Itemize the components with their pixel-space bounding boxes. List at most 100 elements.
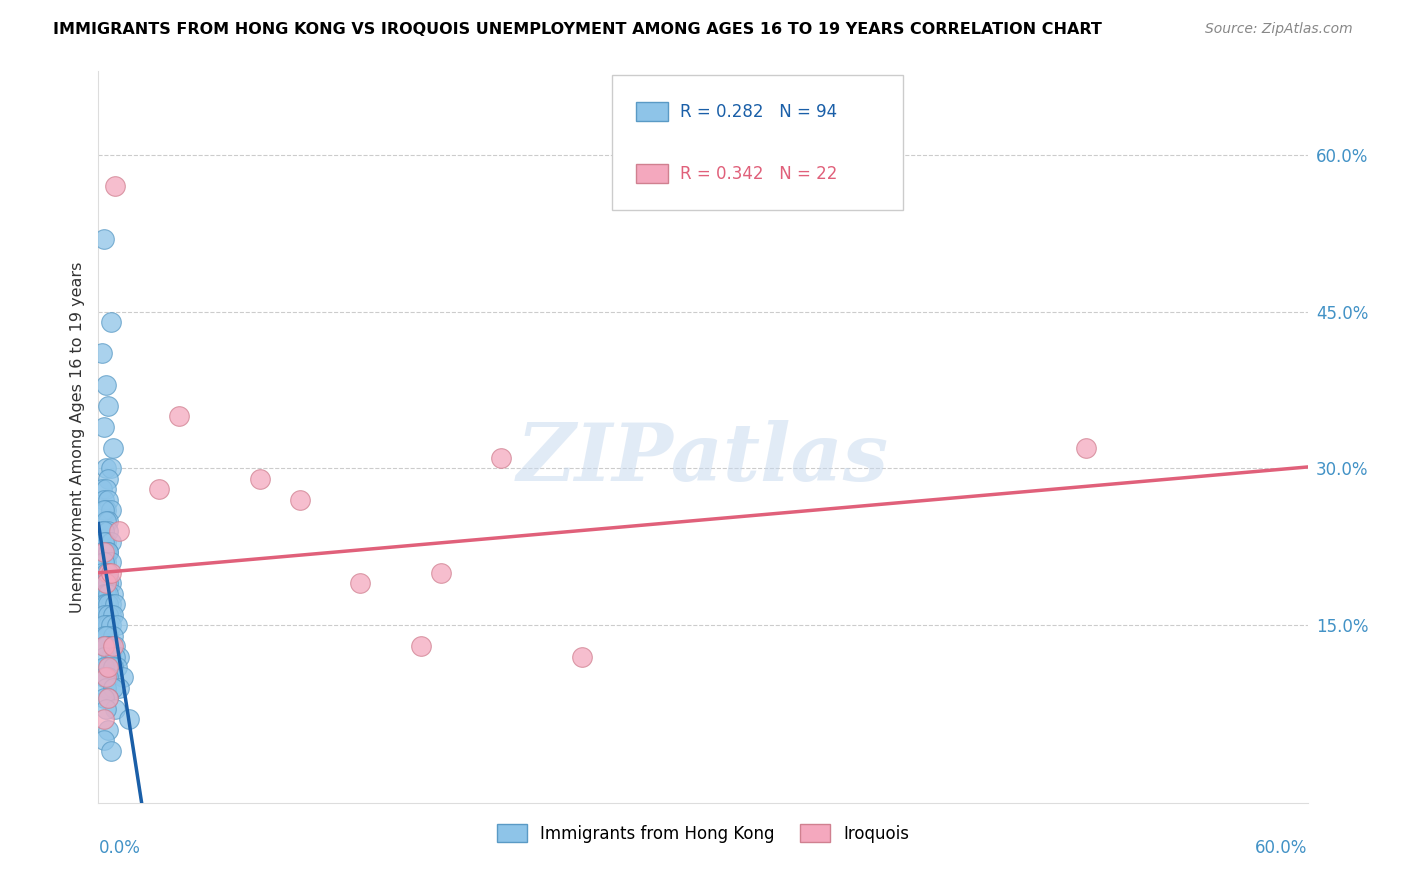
- Point: [105, 618, 128, 632]
- Point: [97, 723, 120, 737]
- Text: 0.0%: 0.0%: [98, 839, 141, 857]
- Point: [96, 556, 118, 570]
- Point: [288, 492, 311, 507]
- Point: [100, 576, 122, 591]
- Point: [93, 618, 115, 632]
- Point: [96, 629, 118, 643]
- Point: [249, 472, 271, 486]
- Point: [93, 660, 115, 674]
- Point: [103, 179, 125, 194]
- Point: [97, 607, 120, 622]
- Point: [100, 649, 122, 664]
- Point: [93, 639, 115, 653]
- Point: [93, 524, 115, 538]
- Point: [96, 576, 118, 591]
- Point: [491, 450, 513, 465]
- Point: [91, 483, 114, 497]
- Point: [93, 691, 115, 706]
- Point: [96, 483, 118, 497]
- Y-axis label: Unemployment Among Ages 16 to 19 years: Unemployment Among Ages 16 to 19 years: [69, 261, 84, 613]
- Point: [97, 492, 120, 507]
- Point: [1074, 441, 1097, 455]
- Point: [93, 670, 115, 684]
- Point: [96, 587, 118, 601]
- Point: [96, 461, 118, 475]
- Point: [118, 712, 141, 726]
- Point: [96, 639, 118, 653]
- Point: [91, 346, 114, 360]
- Point: [167, 409, 190, 424]
- Point: [91, 566, 114, 580]
- Point: [571, 649, 593, 664]
- Point: [93, 231, 115, 245]
- Point: [96, 702, 118, 716]
- Point: [100, 503, 122, 517]
- Point: [101, 681, 124, 695]
- Point: [93, 576, 115, 591]
- Point: [107, 681, 129, 695]
- Point: [93, 649, 115, 664]
- Point: [100, 461, 122, 475]
- Point: [96, 377, 118, 392]
- Point: [148, 483, 170, 497]
- Text: R = 0.282   N = 94: R = 0.282 N = 94: [681, 103, 837, 120]
- Point: [93, 419, 115, 434]
- Point: [97, 566, 120, 580]
- Point: [93, 545, 115, 559]
- Point: [101, 639, 124, 653]
- Point: [97, 670, 120, 684]
- FancyBboxPatch shape: [637, 102, 668, 121]
- Point: [91, 524, 114, 538]
- Point: [97, 587, 120, 601]
- Point: [97, 514, 120, 528]
- Point: [97, 618, 120, 632]
- Point: [93, 712, 115, 726]
- Point: [96, 503, 118, 517]
- Point: [430, 566, 453, 580]
- Point: [96, 566, 118, 580]
- Point: [97, 691, 120, 706]
- Point: [100, 607, 122, 622]
- Point: [97, 545, 120, 559]
- Point: [111, 670, 134, 684]
- Point: [100, 597, 122, 611]
- Point: [93, 629, 115, 643]
- Point: [93, 733, 115, 747]
- Legend: Immigrants from Hong Kong, Iroquois: Immigrants from Hong Kong, Iroquois: [491, 818, 915, 849]
- Point: [93, 587, 115, 601]
- Point: [107, 649, 129, 664]
- Point: [409, 639, 432, 653]
- Point: [97, 691, 120, 706]
- Point: [93, 556, 115, 570]
- Point: [103, 702, 125, 716]
- Point: [97, 545, 120, 559]
- Point: [96, 660, 118, 674]
- Point: [97, 472, 120, 486]
- Point: [96, 514, 118, 528]
- Point: [100, 534, 122, 549]
- Point: [93, 556, 115, 570]
- Point: [93, 597, 115, 611]
- Text: ZIPatlas: ZIPatlas: [517, 420, 889, 498]
- Point: [96, 566, 118, 580]
- Point: [97, 399, 120, 413]
- Point: [97, 576, 120, 591]
- Point: [97, 639, 120, 653]
- Point: [96, 545, 118, 559]
- Point: [100, 639, 122, 653]
- Point: [91, 545, 114, 559]
- Point: [103, 639, 125, 653]
- FancyBboxPatch shape: [637, 164, 668, 183]
- Point: [97, 566, 120, 580]
- Point: [103, 597, 125, 611]
- Point: [100, 315, 122, 329]
- Text: IMMIGRANTS FROM HONG KONG VS IROQUOIS UNEMPLOYMENT AMONG AGES 16 TO 19 YEARS COR: IMMIGRANTS FROM HONG KONG VS IROQUOIS UN…: [53, 22, 1102, 37]
- Point: [96, 607, 118, 622]
- Point: [96, 618, 118, 632]
- Point: [96, 681, 118, 695]
- FancyBboxPatch shape: [613, 75, 903, 211]
- Point: [97, 660, 120, 674]
- Point: [96, 534, 118, 549]
- Point: [101, 587, 124, 601]
- Point: [101, 441, 124, 455]
